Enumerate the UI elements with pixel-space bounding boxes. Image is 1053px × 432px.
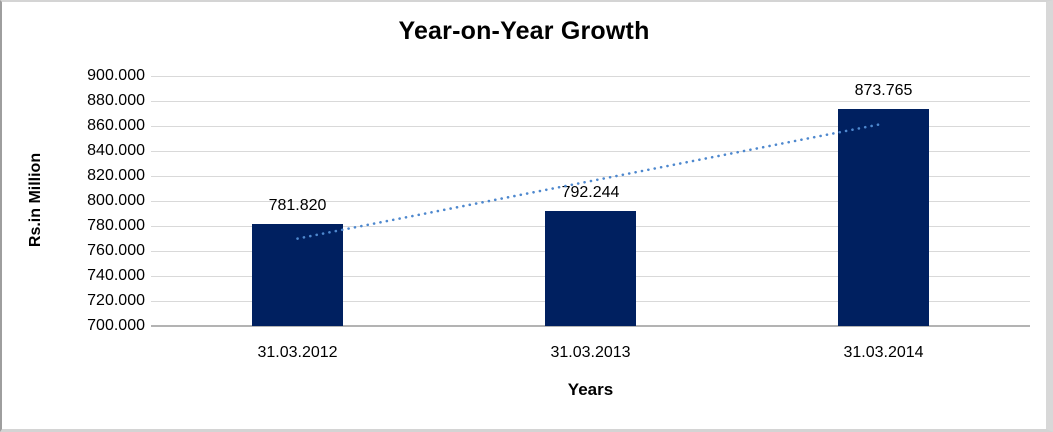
x-category-label: 31.03.2012 [257,344,338,361]
bar-data-label: 873.765 [854,81,913,99]
y-tick-label: 780.000 [87,217,145,234]
chart-title: Year-on-Year Growth [398,17,650,45]
x-category-label: 31.03.2013 [550,344,631,361]
gridline [151,100,1030,102]
x-axis-line [151,325,1030,327]
bar-data-label: 792.244 [561,183,620,201]
y-tick-label: 700.000 [87,317,145,334]
y-tick-label: 860.000 [87,117,145,134]
bar [545,210,636,326]
y-tick-label: 720.000 [87,292,145,309]
y-tick-label: 880.000 [87,92,145,109]
gridline [151,75,1030,77]
bar [252,223,343,326]
bar [838,108,929,326]
y-tick-label: 800.000 [87,192,145,209]
y-tick-label: 900.000 [87,67,145,84]
x-axis-title: Years [567,380,614,399]
x-category-label: 31.03.2014 [843,344,924,361]
y-tick-label: 760.000 [87,242,145,259]
y-tick-label: 740.000 [87,267,145,284]
y-tick-label: 840.000 [87,142,145,159]
y-tick-label: 820.000 [87,167,145,184]
bar-data-label: 781.820 [268,196,327,214]
